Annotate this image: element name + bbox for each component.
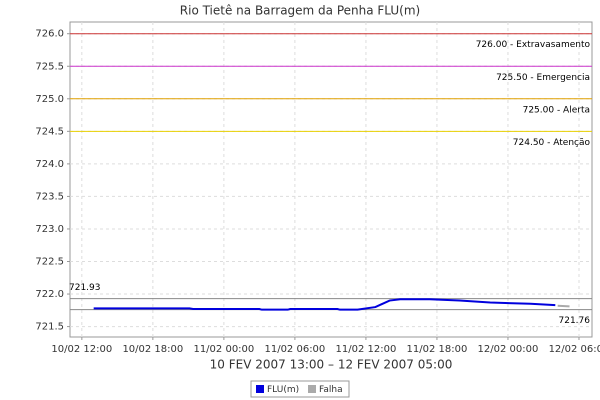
- x-tick-label: 10/02 12:00: [51, 344, 112, 355]
- y-tick-label: 723.5: [35, 191, 64, 202]
- y-tick-label: 724.0: [35, 159, 64, 170]
- x-tick-label: 12/02 00:00: [478, 344, 539, 355]
- legend-swatch: [256, 385, 264, 393]
- reference-label: 721.76: [559, 316, 591, 326]
- threshold-label: 725.50 - Emergencia: [496, 73, 590, 83]
- legend-swatch: [308, 385, 316, 393]
- legend-label: Falha: [319, 385, 343, 395]
- x-tick-label: 11/02 06:00: [264, 344, 325, 355]
- y-tick-label: 725.0: [35, 94, 64, 105]
- x-tick-label: 11/02 00:00: [193, 344, 254, 355]
- reference-label: 721.93: [69, 283, 101, 293]
- data-line: [93, 298, 556, 311]
- plot-area: [69, 21, 593, 338]
- y-tick-label: 722.0: [35, 289, 64, 300]
- legend-label: FLU(m): [267, 385, 299, 395]
- y-tick-label: 722.5: [35, 257, 64, 268]
- x-tick-label: 11/02 18:00: [407, 344, 468, 355]
- data-line: [557, 304, 570, 308]
- x-tick-label: 10/02 18:00: [122, 344, 183, 355]
- threshold-label: 726.00 - Extravasamento: [476, 40, 591, 50]
- threshold-label: 724.50 - Atenção: [513, 138, 591, 148]
- threshold-label: 725.00 - Alerta: [523, 105, 590, 115]
- y-tick-label: 726.0: [35, 29, 64, 40]
- x-axis-label: 10 FEV 2007 13:00 – 12 FEV 2007 05:00: [210, 358, 453, 372]
- y-tick-label: 725.5: [35, 61, 64, 72]
- x-tick-label: 11/02 12:00: [336, 344, 397, 355]
- legend-box: [250, 380, 350, 398]
- y-tick-label: 724.5: [35, 126, 64, 137]
- y-tick-label: 723.0: [35, 224, 64, 235]
- x-tick-label: 12/02 06:00: [549, 344, 600, 355]
- chart-title: Rio Tietê na Barragem da Penha FLU(m): [180, 4, 420, 18]
- y-tick-label: 721.5: [35, 322, 64, 333]
